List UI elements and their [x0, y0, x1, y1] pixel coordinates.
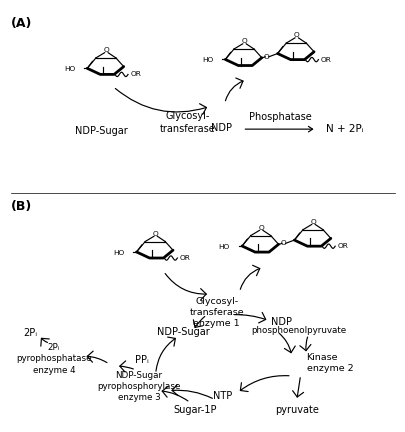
Text: NTP: NTP: [213, 391, 232, 401]
Text: 2Pᵢ
pyrophosphatase
enzyme 4: 2Pᵢ pyrophosphatase enzyme 4: [16, 343, 92, 375]
Text: Kinase
enzyme 2: Kinase enzyme 2: [306, 353, 352, 373]
Text: O: O: [280, 240, 286, 246]
Text: HO: HO: [113, 250, 124, 256]
Text: O: O: [241, 38, 247, 44]
Text: OR: OR: [179, 255, 190, 261]
Text: HO: HO: [218, 244, 229, 250]
Text: O: O: [293, 32, 299, 38]
Text: pyruvate: pyruvate: [274, 404, 318, 415]
Text: Glycosyl-
transferase
enzyme 1: Glycosyl- transferase enzyme 1: [189, 297, 243, 328]
Text: NDP-Sugar
pyrophosphorylase
enzyme 3: NDP-Sugar pyrophosphorylase enzyme 3: [97, 371, 180, 402]
Text: O: O: [258, 225, 263, 231]
Text: O: O: [310, 219, 315, 225]
Text: NDP: NDP: [271, 317, 291, 327]
Text: O: O: [103, 47, 109, 53]
Text: NDP-Sugar: NDP-Sugar: [156, 327, 209, 337]
Text: Phosphatase: Phosphatase: [248, 112, 311, 122]
Text: OR: OR: [320, 57, 331, 63]
Text: 2Pᵢ: 2Pᵢ: [23, 328, 37, 338]
Text: phosphoenolpyruvate: phosphoenolpyruvate: [250, 326, 345, 335]
Text: OR: OR: [337, 243, 348, 249]
Text: PPᵢ: PPᵢ: [134, 355, 148, 365]
Text: O: O: [152, 231, 158, 237]
Text: O: O: [264, 54, 269, 60]
Text: HO: HO: [64, 66, 75, 72]
Text: HO: HO: [201, 57, 213, 64]
Text: N + 2Pᵢ: N + 2Pᵢ: [326, 124, 363, 134]
Text: OR: OR: [130, 71, 141, 77]
Text: (B): (B): [11, 200, 32, 213]
Text: NDP-Sugar: NDP-Sugar: [75, 126, 128, 136]
Text: (A): (A): [11, 16, 32, 30]
Text: Sugar-1P: Sugar-1P: [173, 404, 216, 415]
Text: NDP: NDP: [211, 123, 232, 133]
Text: Glycosyl-
transferase: Glycosyl- transferase: [159, 111, 215, 134]
